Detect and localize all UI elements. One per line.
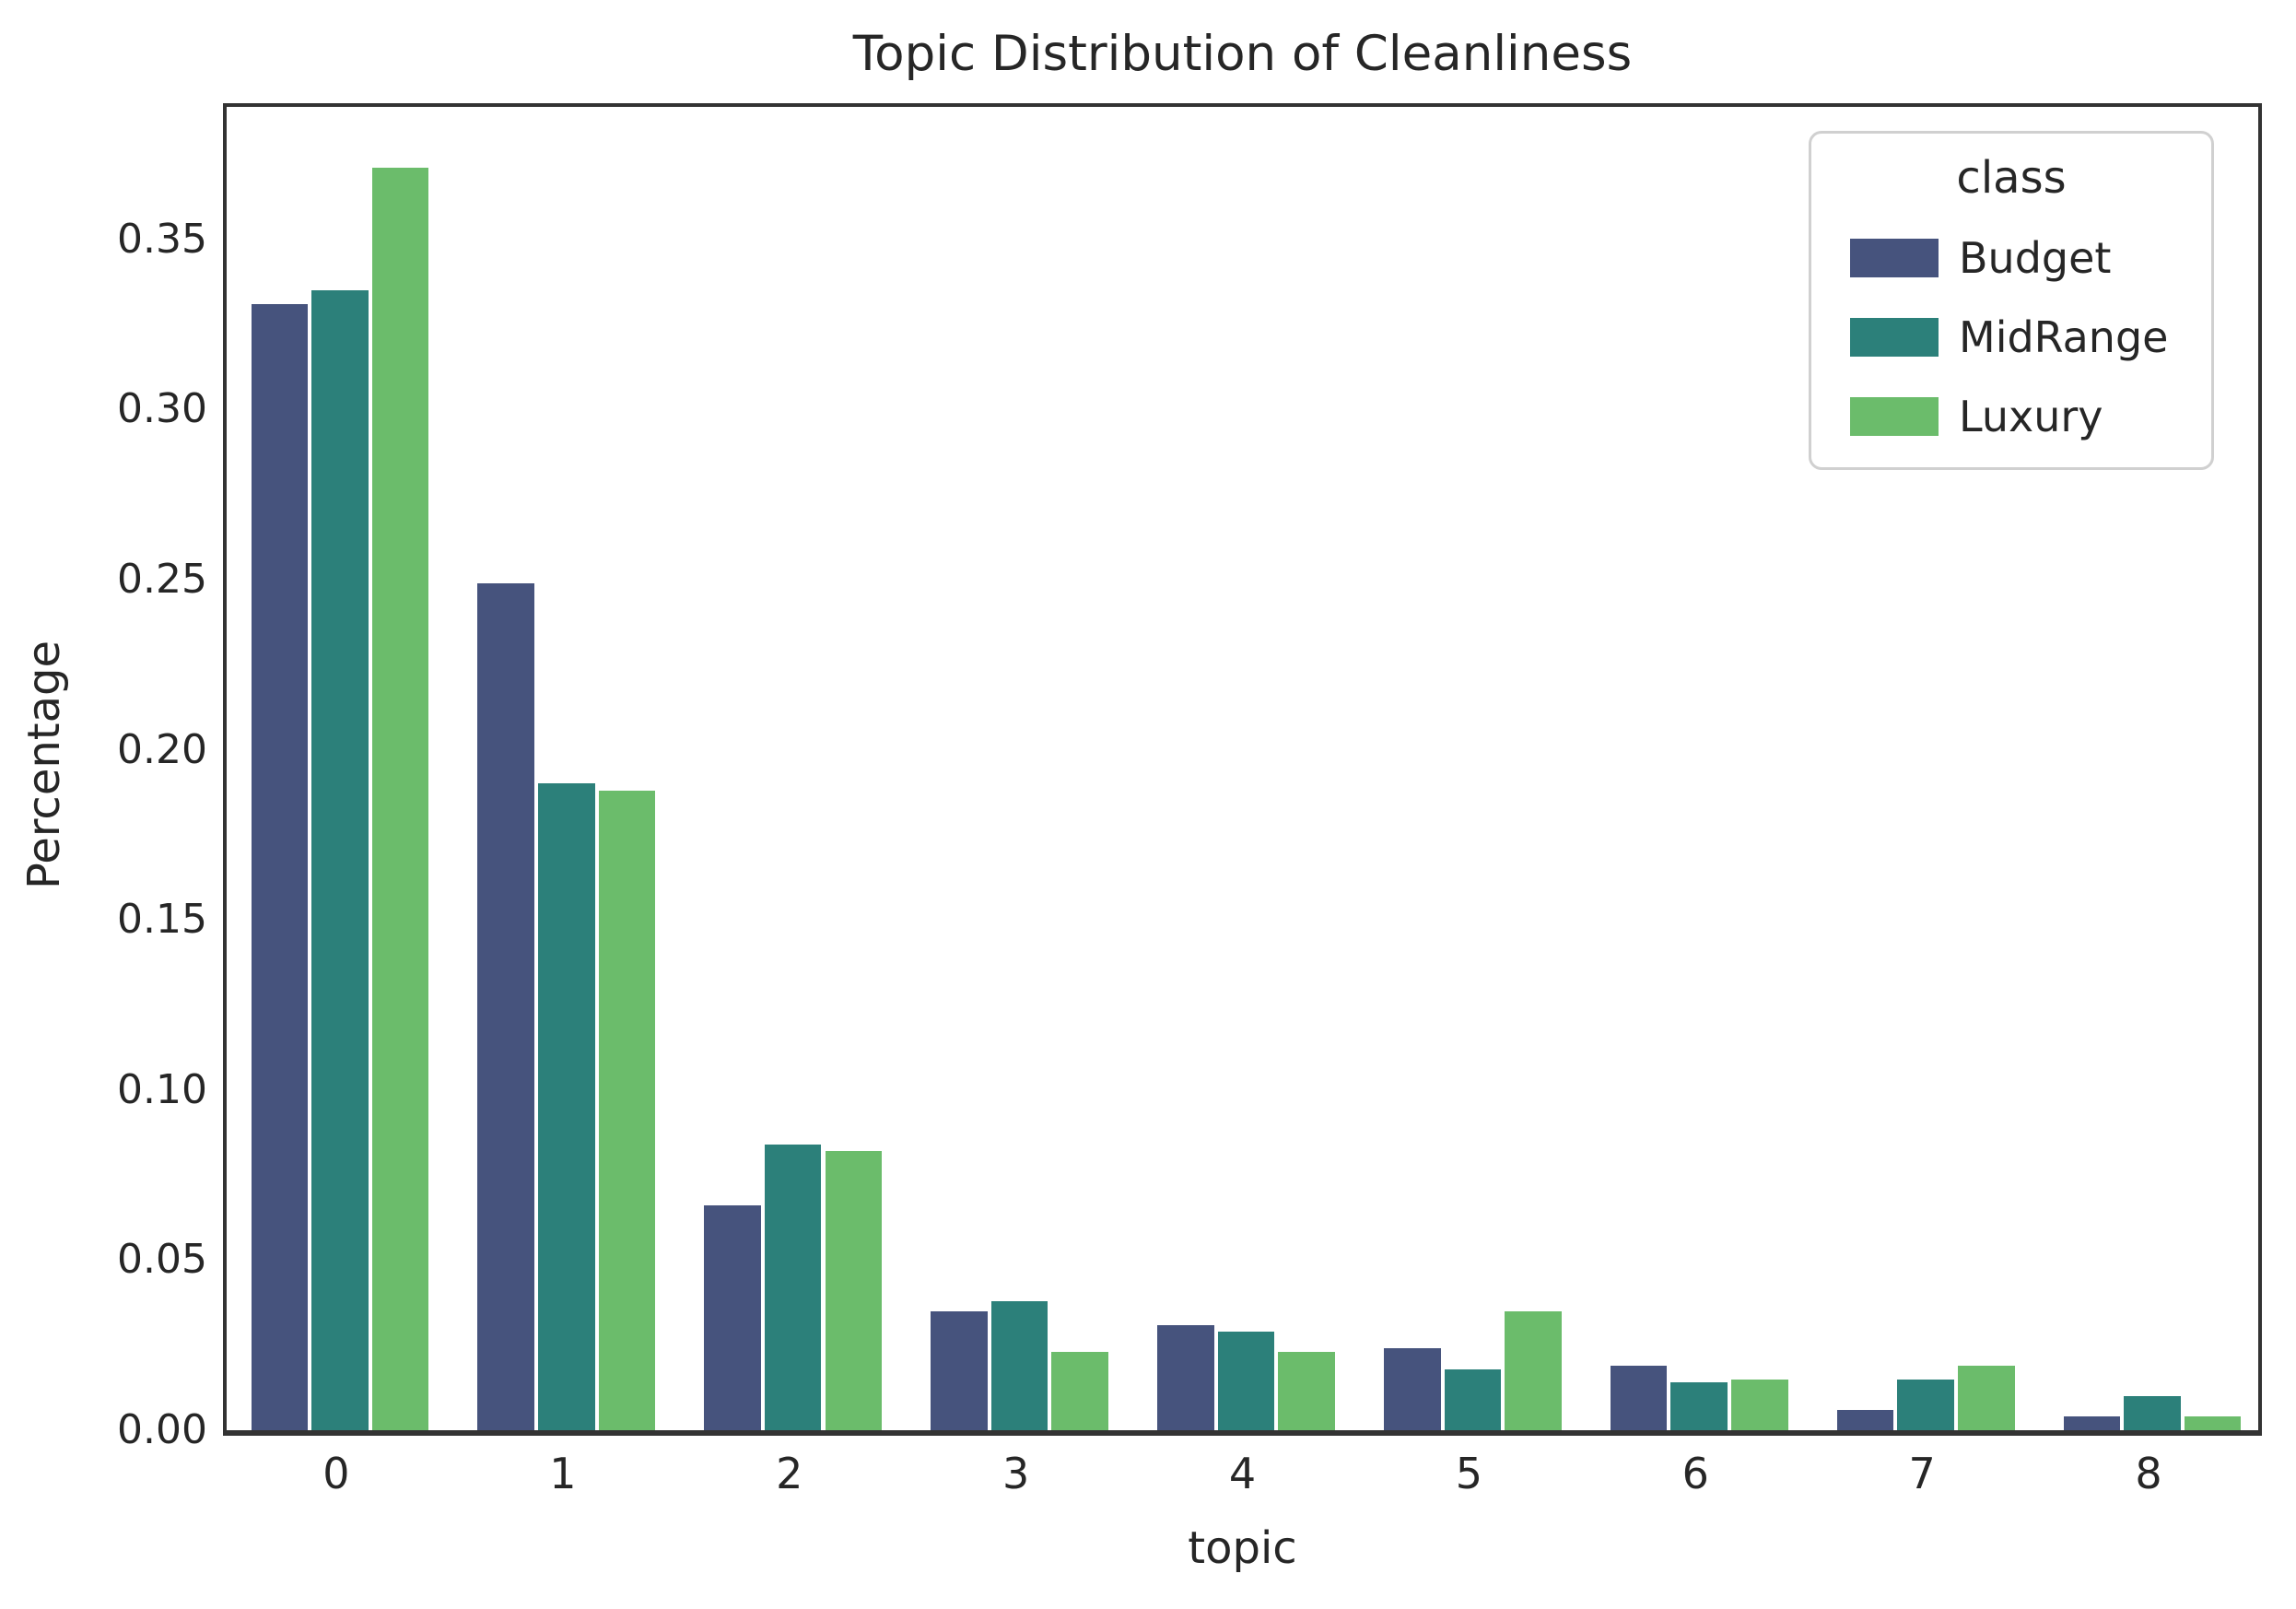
legend-item-midrange: MidRange [1811,310,2211,365]
y-tick-label: 0.15 [117,896,207,944]
legend-item-luxury: Luxury [1811,389,2211,444]
bar-budget-topic-2 [704,1205,761,1430]
bar-luxury-topic-4 [1278,1352,1335,1430]
y-tick-label: 0.05 [117,1236,207,1284]
y-tick-label: 0.00 [117,1406,207,1453]
bar-midrange-topic-8 [2124,1396,2181,1430]
legend-title: class [1956,152,2067,204]
bar-budget-topic-5 [1384,1348,1441,1430]
y-tick-label: 0.35 [117,215,207,263]
x-tick-label: 5 [1455,1449,1483,1498]
bar-midrange-topic-1 [538,783,595,1430]
bar-midrange-topic-5 [1444,1368,1502,1430]
bar-budget-topic-1 [477,582,535,1430]
bar-budget-topic-8 [2063,1416,2121,1430]
bar-budget-topic-4 [1157,1324,1214,1430]
y-tick-label: 0.30 [117,385,207,433]
x-tick-label: 0 [322,1449,350,1498]
x-tick-label: 7 [1908,1449,1936,1498]
legend: class Budget MidRange Luxury [1809,131,2214,470]
legend-label-luxury: Luxury [1959,392,2103,441]
bar-luxury-topic-8 [2184,1416,2242,1430]
bar-luxury-topic-1 [598,790,656,1430]
x-tick-label: 4 [1228,1449,1257,1498]
legend-item-budget: Budget [1811,230,2211,286]
y-tick-label: 0.20 [117,725,207,773]
legend-swatch-budget [1850,239,1939,277]
bar-luxury-topic-6 [1731,1379,1788,1430]
bar-midrange-topic-4 [1217,1331,1275,1430]
bar-luxury-topic-0 [371,168,429,1430]
y-tick-label: 0.10 [117,1065,207,1113]
x-tick-label: 8 [2135,1449,2162,1498]
y-tick-label: 0.25 [117,555,207,603]
x-tick-label: 6 [1681,1449,1709,1498]
x-tick-label: 3 [1002,1449,1030,1498]
x-tick-label: 1 [549,1449,577,1498]
bar-midrange-topic-2 [764,1144,822,1430]
bar-budget-topic-7 [1836,1409,1894,1430]
x-tick-label: 2 [776,1449,803,1498]
legend-swatch-midrange [1850,318,1939,357]
bar-midrange-topic-3 [990,1300,1048,1430]
bar-budget-topic-6 [1610,1365,1668,1430]
bar-luxury-topic-7 [1957,1365,2015,1430]
bar-midrange-topic-0 [311,290,369,1430]
bar-budget-topic-0 [251,303,309,1430]
bar-midrange-topic-7 [1897,1379,1954,1430]
legend-label-budget: Budget [1959,233,2112,283]
chart-title: Topic Distribution of Cleanliness [852,26,1633,82]
bar-budget-topic-3 [931,1310,988,1430]
legend-label-midrange: MidRange [1959,312,2169,362]
bar-luxury-topic-3 [1051,1352,1108,1430]
legend-swatch-luxury [1850,397,1939,436]
bar-midrange-topic-6 [1670,1382,1728,1430]
bar-luxury-topic-2 [825,1151,883,1430]
x-axis-label: topic [1188,1522,1297,1574]
bar-luxury-topic-5 [1505,1310,1562,1430]
